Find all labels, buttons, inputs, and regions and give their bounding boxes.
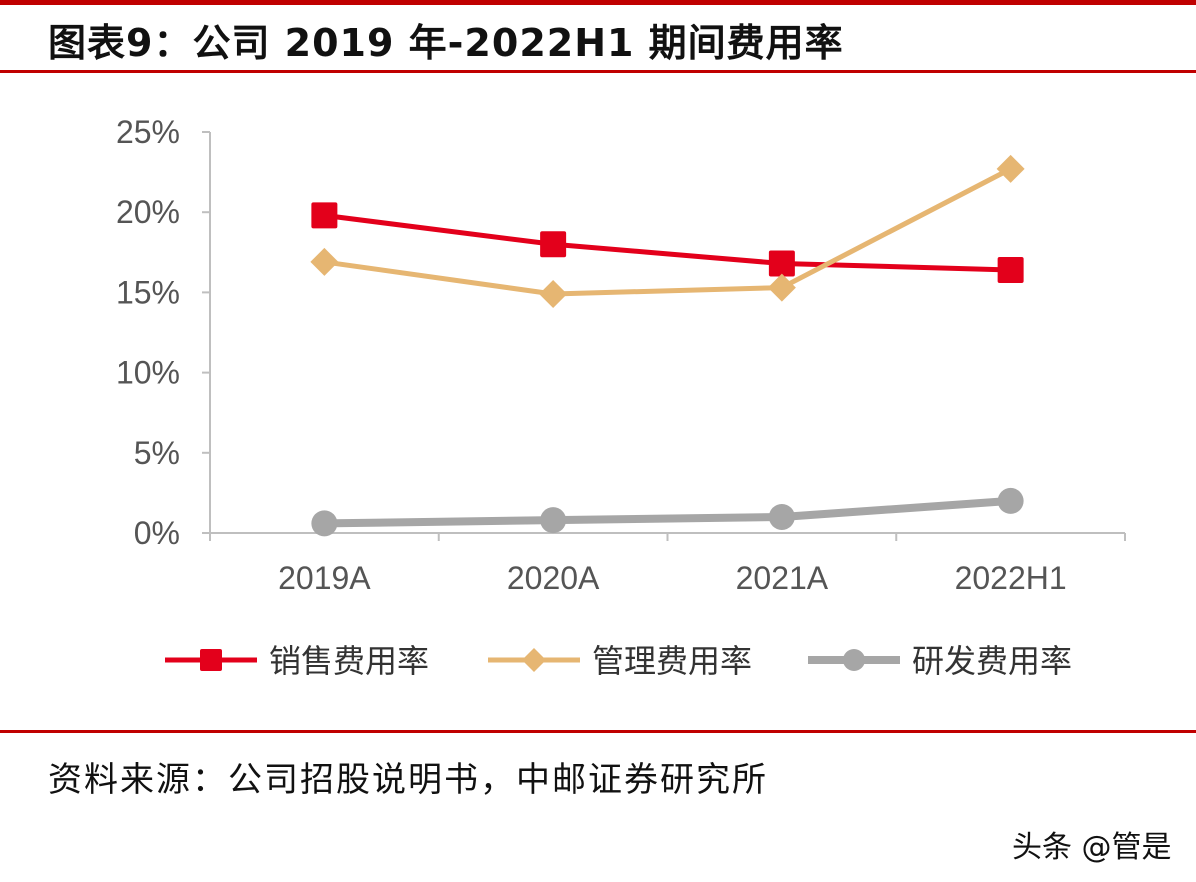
y-tick-label: 15%	[116, 274, 180, 310]
data-point	[310, 247, 339, 276]
source-note: 资料来源：公司招股说明书，中邮证券研究所	[48, 760, 768, 800]
data-point	[997, 256, 1024, 283]
y-tick-label: 5%	[134, 435, 180, 471]
y-tick-label: 20%	[116, 194, 180, 230]
top-rule	[0, 0, 1196, 5]
series-line	[324, 496, 1011, 528]
data-point	[768, 250, 795, 277]
x-axis-ticks: 2019A 2020A 2021A 2022H1	[209, 533, 1126, 596]
title-rule	[0, 70, 1196, 73]
series-1	[311, 202, 1024, 283]
legend-item-1: 销售费用率	[165, 642, 429, 680]
data-point	[996, 154, 1025, 183]
data-point	[997, 487, 1024, 514]
legend-item-3: 研发费用率	[808, 642, 1072, 680]
chart-title: 图表9：公司 2019 年-2022H1 期间费用率	[48, 21, 844, 65]
series-3	[311, 487, 1024, 537]
legend-item-2: 管理费用率	[488, 642, 752, 680]
data-point	[540, 507, 567, 534]
data-point	[311, 510, 338, 537]
bottom-rule	[0, 730, 1196, 733]
series-line	[324, 212, 1011, 273]
chart-legend: 销售费用率 管理费用率 研发费用率	[165, 642, 1072, 680]
line-chart: 0% 5% 10% 15% 20% 25% 2019A 2020A 2021A 2022H1 销…	[116, 114, 1126, 680]
y-tick-label: 25%	[116, 114, 180, 150]
legend-label: 研发费用率	[912, 642, 1072, 680]
legend-swatch-marker	[843, 649, 865, 671]
series-line	[324, 166, 1012, 297]
chart-axes	[209, 132, 1125, 534]
x-tick-label: 2020A	[507, 560, 600, 596]
y-axis-ticks: 0% 5% 10% 15% 20% 25%	[116, 114, 210, 551]
legend-label: 销售费用率	[269, 642, 429, 680]
x-tick-label: 2021A	[736, 560, 829, 596]
y-tick-label: 10%	[116, 355, 180, 391]
data-point	[539, 280, 568, 309]
series-2	[310, 154, 1025, 309]
data-point	[311, 202, 338, 229]
chart-series	[310, 154, 1025, 537]
data-point	[768, 503, 795, 530]
legend-swatch-marker	[200, 649, 222, 671]
data-point	[540, 231, 567, 258]
x-tick-label: 2019A	[278, 560, 371, 596]
x-tick-label: 2022H1	[955, 560, 1067, 596]
legend-swatch-marker	[522, 648, 546, 672]
legend-label: 管理费用率	[592, 642, 752, 680]
watermark: 头条 @管是	[1012, 830, 1172, 865]
y-tick-label: 0%	[134, 515, 180, 551]
data-point	[767, 273, 796, 302]
